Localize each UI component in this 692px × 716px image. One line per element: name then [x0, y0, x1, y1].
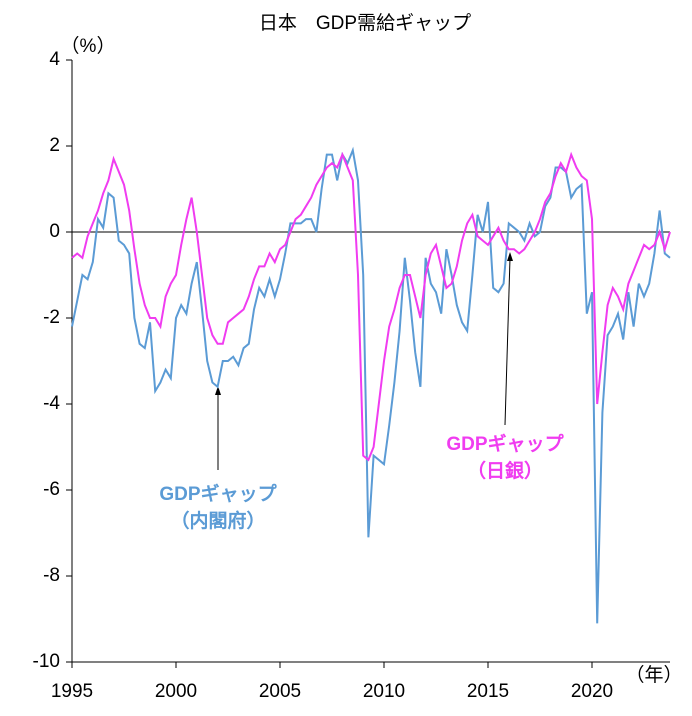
chart-title: 日本 GDP需給ギャップ [259, 12, 471, 34]
arrow-line [504, 257, 511, 426]
y-tick-label: -8 [43, 565, 60, 586]
y-tick-label: 4 [49, 49, 60, 70]
y-tick-label: -10 [33, 651, 60, 672]
x-tick-label: 1995 [51, 681, 93, 702]
annotation: GDPギャップ [159, 482, 277, 505]
line-series [71, 151, 671, 462]
x-tick-label: 2020 [571, 681, 613, 702]
arrow-head [215, 386, 221, 395]
x-tick-label: 2005 [259, 681, 301, 702]
y-tick-label: -2 [43, 307, 60, 328]
arrow-head [507, 252, 513, 261]
annotation: （内閣府） [170, 509, 265, 532]
y-tick-label: -4 [43, 393, 60, 414]
annotation: GDPギャップ [446, 432, 564, 455]
line-series [71, 146, 671, 624]
x-tick-label: 2015 [467, 681, 509, 702]
y-tick-label: 2 [49, 135, 60, 156]
y-unit: （%） [61, 35, 116, 57]
annotation: （日銀） [467, 459, 543, 482]
x-tick-label: 2000 [155, 681, 197, 702]
y-tick-label: 0 [49, 221, 60, 242]
y-tick-label: -6 [43, 479, 60, 500]
x-unit: （年） [625, 664, 682, 686]
x-tick-label: 2010 [363, 681, 405, 702]
